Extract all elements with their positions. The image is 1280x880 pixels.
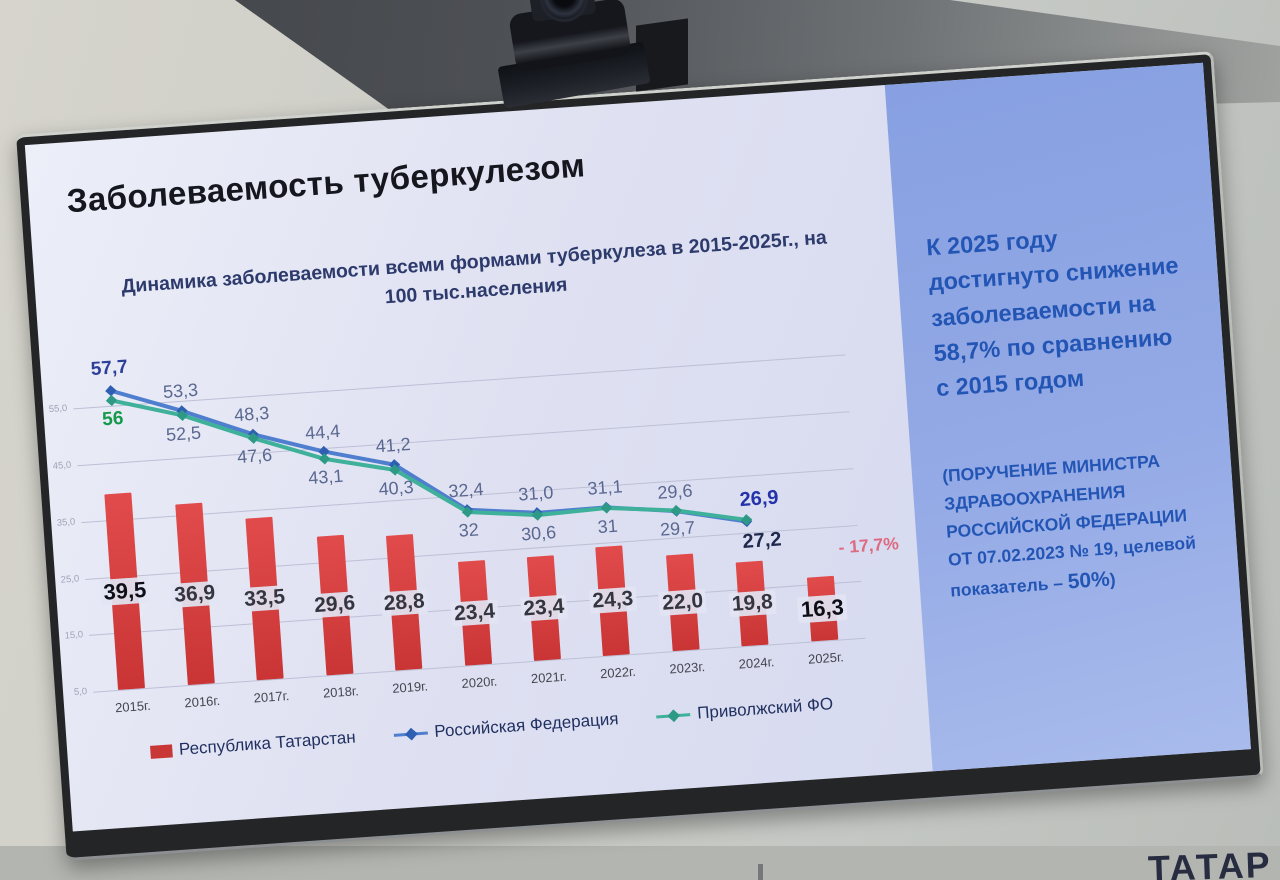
note-bold-percent: 50%: [1066, 567, 1111, 594]
sidebar-note: (ПОРУЧЕНИЕ МИНИСТРА ЗДРАВООХРАНЕНИЯ РОСС…: [941, 445, 1201, 608]
chart-plot-area: 55,0 45,0 35,0 25,0 15,0 5,0 39,5 2015г. 36,9 201…: [25, 63, 1203, 715]
line-marker: [318, 445, 330, 458]
legend-diamond-icon: [404, 727, 418, 741]
conference-camera: [497, 0, 708, 115]
y-axis-tick-label: 25,0: [60, 572, 80, 586]
sidebar-headline: К 2025 году достигнуто снижение заболева…: [925, 213, 1188, 406]
y-axis-tick-label: 55,0: [48, 403, 68, 416]
line-chart-svg: [105, 385, 753, 528]
line-marker: [670, 504, 682, 517]
sidebar-panel: К 2025 году достигнуто снижение заболева…: [884, 62, 1251, 772]
note-tail: ): [1109, 569, 1117, 590]
line-marker: [740, 514, 753, 526]
line-marker: [105, 394, 118, 407]
headline-line1: К 2025 году: [925, 225, 1059, 261]
legend-item-russia: Российская Федерация: [393, 709, 619, 745]
line-marker: [531, 509, 544, 521]
legend-line-swatch-blue: [393, 727, 428, 741]
legend-label: Республика Татарстан: [178, 727, 357, 759]
line-marker: [318, 453, 331, 465]
line-value-label: 26,9: [738, 486, 780, 511]
lower-wall: [0, 846, 1280, 880]
line-marker: [247, 432, 260, 444]
headline-line2: достигнуто снижение заболеваемости на: [927, 252, 1180, 331]
slide-title: Заболеваемость туберкулезом: [65, 146, 587, 220]
legend-item-tatarstan: Республика Татарстан: [149, 728, 356, 762]
legend-item-volga: Приволжский ФО: [656, 694, 834, 726]
headline-bold-percent: 58,7%: [932, 335, 1002, 366]
line-marker: [105, 385, 117, 397]
presentation-slide: К 2025 году достигнуто снижение заболева…: [24, 62, 1251, 832]
chart-legend: Республика Татарстан Российская Федераци…: [107, 691, 877, 765]
line-marker: [461, 506, 474, 518]
y-axis-tick-label: 35,0: [56, 516, 76, 529]
y-axis-tick-label: 45,0: [52, 459, 72, 473]
partial-logo-text: ТАТАР: [1147, 843, 1273, 880]
line-marker: [176, 409, 188, 421]
y-axis-tick-label: 5,0: [73, 686, 88, 699]
legend-bar-swatch: [149, 743, 173, 759]
y-axis-tick-label: 15,0: [64, 629, 84, 642]
legend-diamond-icon: [667, 708, 681, 722]
legend-line-swatch-green: [656, 708, 691, 722]
line-privolzhsky-fo: [111, 398, 747, 522]
legend-label: Приволжский ФО: [696, 694, 834, 723]
line-marker: [389, 464, 401, 476]
line-marker: [600, 502, 613, 514]
wall-seam: [758, 864, 763, 880]
legend-label: Российская Федерация: [433, 709, 620, 741]
tv-bezel: К 2025 году достигнуто снижение заболева…: [16, 51, 1264, 861]
